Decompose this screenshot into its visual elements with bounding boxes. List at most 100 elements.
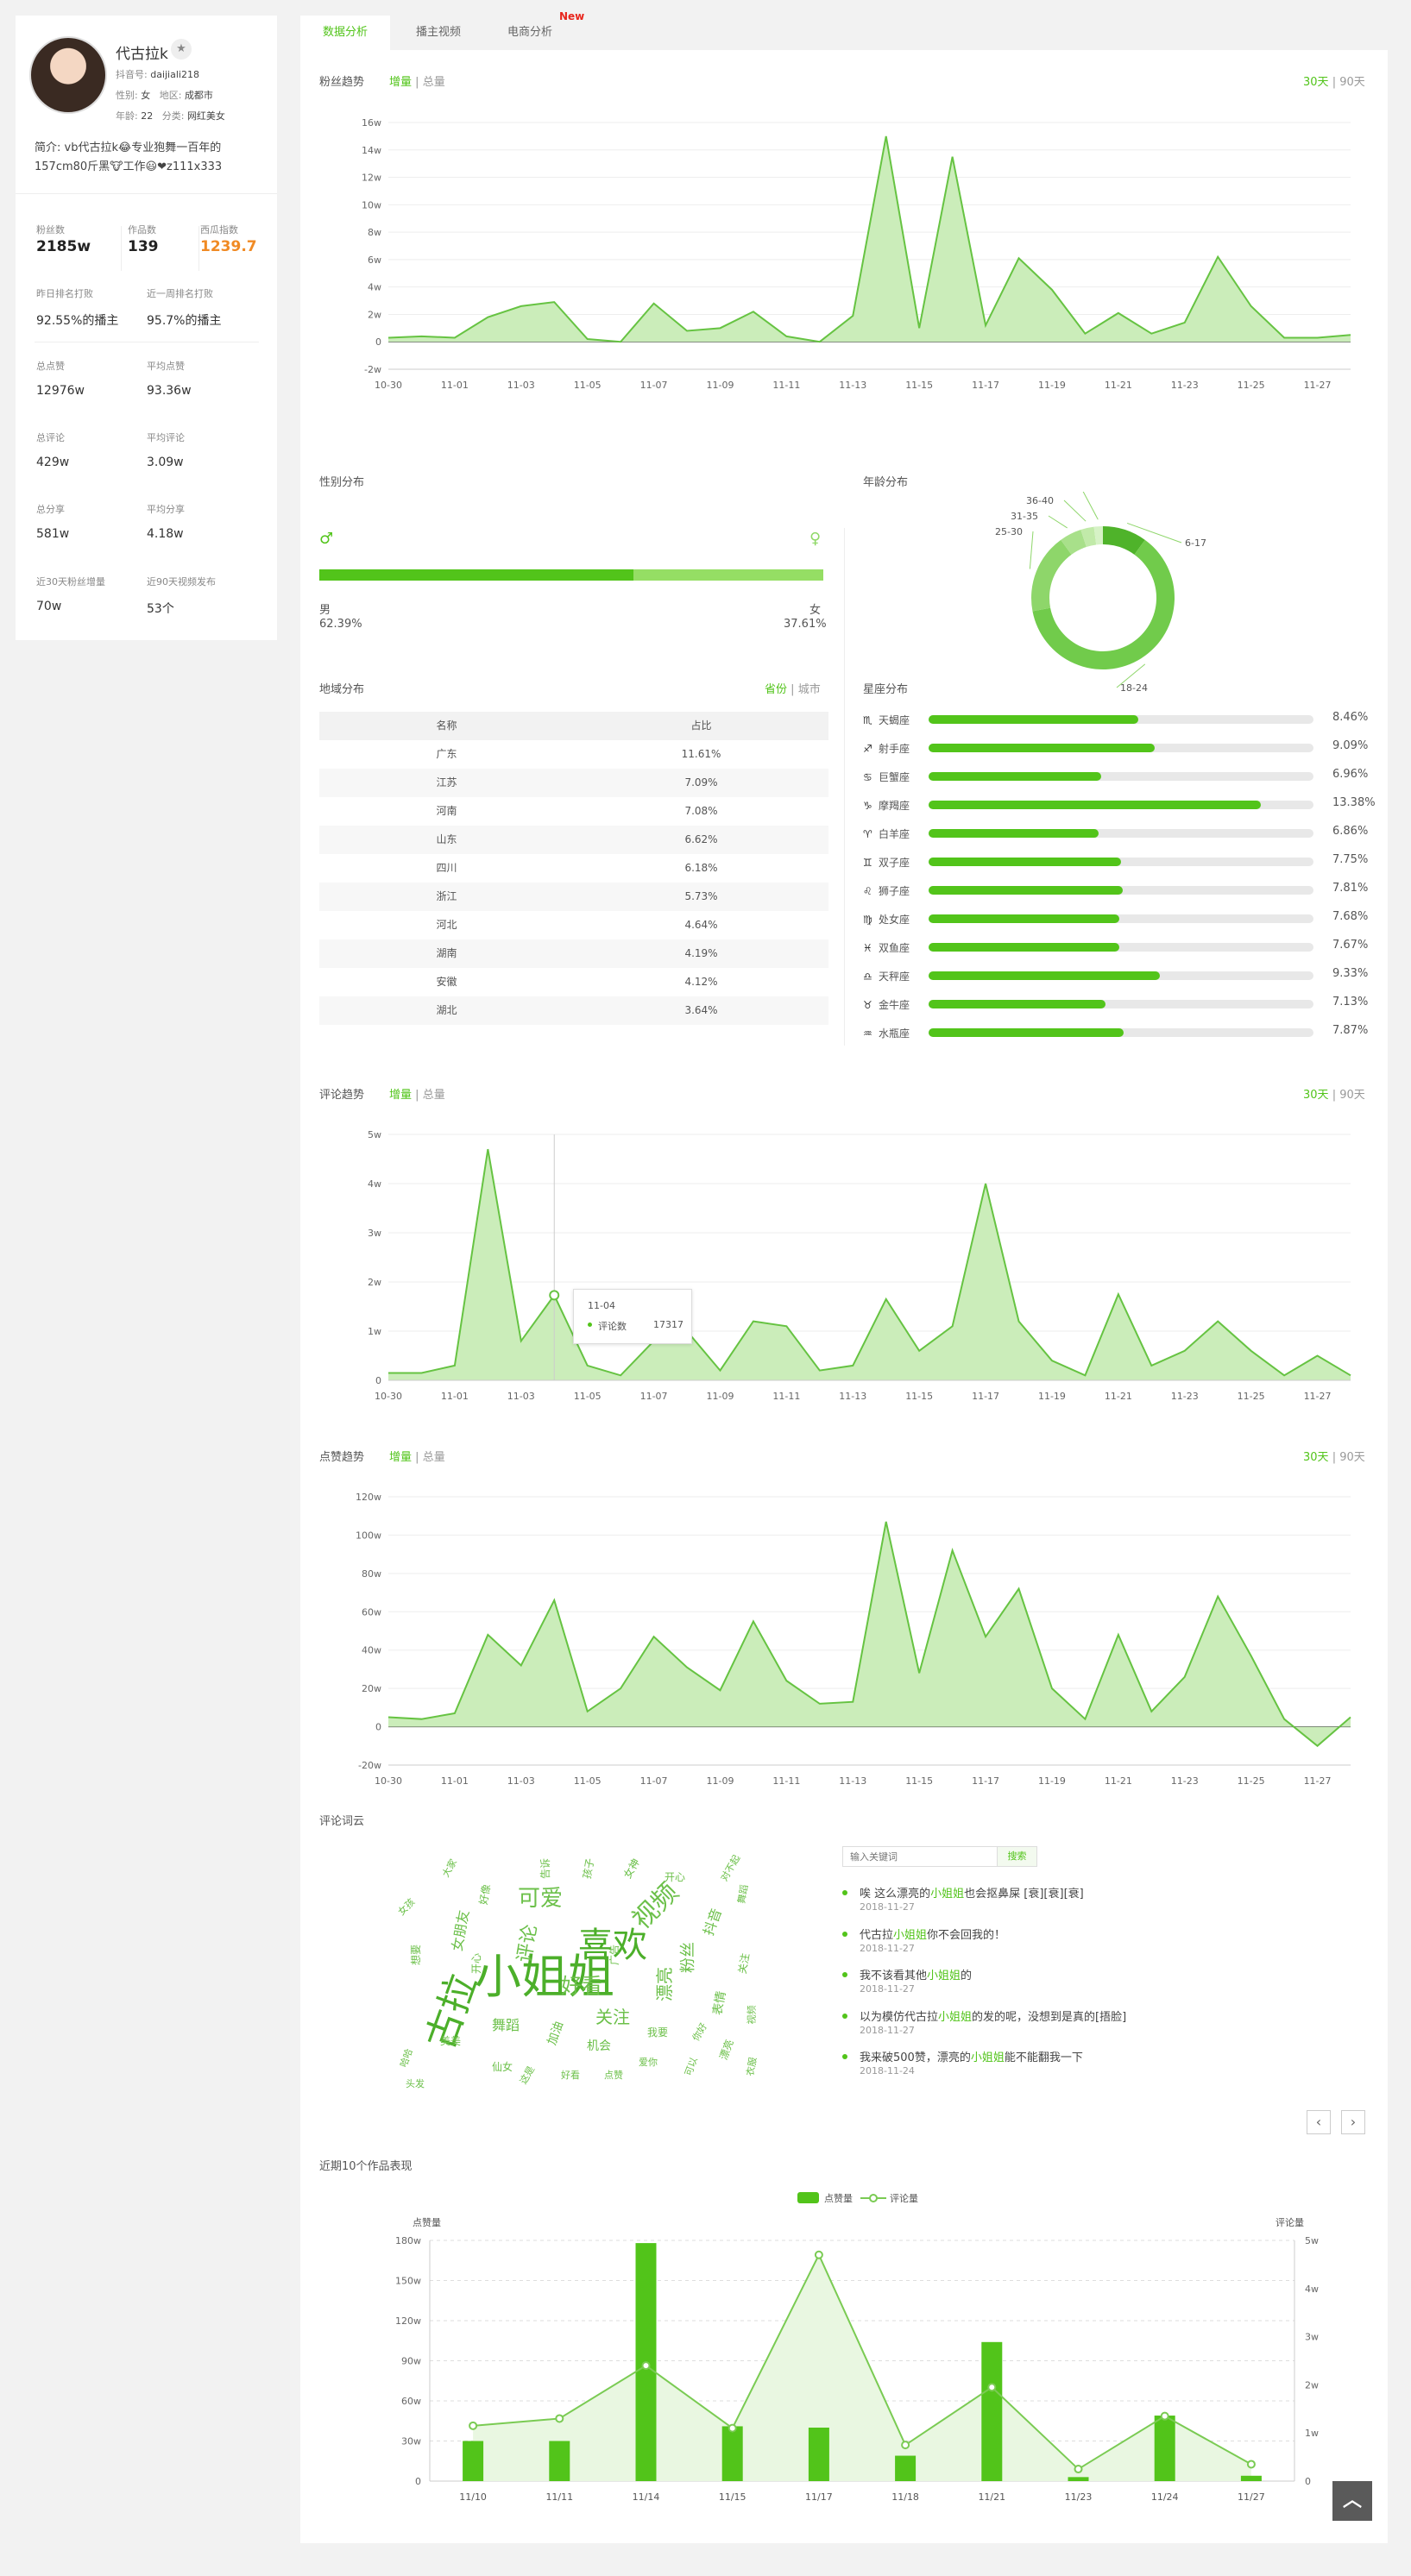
word-cloud-word: 好看 (561, 2070, 580, 2081)
comment-point[interactable] (469, 2421, 478, 2430)
comment-item: 唉 这么漂亮的小姐姐也会抠鼻屎 [衰][衰][衰] 2018-11-27 (842, 1884, 1205, 1919)
zodiac-name-cell: ♐ 射手座 (863, 741, 910, 756)
x-tick-label: 11-03 (507, 1391, 535, 1402)
comment-keyword: 小姐姐 (930, 1888, 965, 1901)
toggle-total[interactable]: 总量 (422, 1089, 445, 1102)
star-icon[interactable]: ★ (171, 39, 192, 60)
hover-point[interactable] (549, 1290, 560, 1301)
age-slice[interactable] (1061, 530, 1087, 555)
left-tick-label: 90w (401, 2356, 421, 2367)
word-cloud-word: 机会 (587, 2039, 611, 2053)
comment-point[interactable] (641, 2361, 651, 2371)
word-cloud-word: 好看 (561, 1974, 602, 1998)
x-tick-label: 11-25 (1238, 1775, 1265, 1786)
right-axis-title: 评论量 (1276, 2217, 1304, 2228)
like-bar[interactable] (1240, 2475, 1262, 2481)
toggle-30d[interactable]: 30天 (1303, 1451, 1329, 1464)
toggle-total[interactable]: 总量 (422, 1451, 445, 1464)
toggle-90d[interactable]: 90天 (1339, 1089, 1365, 1102)
bio: 简介: vb代古拉k😂专业狍舞一百年的 (35, 138, 221, 154)
next-page-button[interactable]: › (1341, 2110, 1365, 2134)
word-cloud-word: 告诉 (539, 1857, 552, 1880)
age-slice[interactable] (1093, 526, 1103, 545)
zodiac-icon: ♒ (863, 1027, 872, 1040)
tab-creator-videos[interactable]: 播主视频 (415, 26, 461, 39)
like-bar[interactable] (1068, 2477, 1089, 2481)
male-label: 男 (319, 604, 331, 617)
right-tick-label: 2w (1305, 2379, 1319, 2391)
like-bar[interactable] (895, 2455, 917, 2481)
toggle-increment[interactable]: 增量 (389, 1451, 413, 1464)
legend-comment-swatch[interactable] (860, 2190, 886, 2207)
y-tick-label: 1w (368, 1326, 381, 1337)
comment-search-button[interactable]: 搜索 (997, 1847, 1036, 1866)
prev-page-button[interactable]: ‹ (1307, 2110, 1331, 2134)
zodiac-bar-fill (929, 772, 1102, 781)
like-bar[interactable] (463, 2441, 484, 2482)
toggle-90d[interactable]: 90天 (1339, 76, 1365, 89)
x-tick-label: 11-03 (507, 1775, 535, 1786)
like-bar[interactable] (721, 2426, 743, 2481)
comment-text: 我来破500赞，漂亮的小姐姐能不能翻我一下 (860, 2048, 1083, 2064)
x-tick-label: 10-30 (375, 1391, 402, 1402)
category-value: 网红美女 (186, 110, 225, 122)
y-tick-label: 0 (375, 336, 381, 348)
age-slice[interactable] (1080, 526, 1097, 548)
legend-like-swatch[interactable] (797, 2192, 819, 2203)
comment-point[interactable] (814, 2250, 823, 2259)
table-row: 湖南 4.19% (319, 939, 828, 968)
toggle-total[interactable]: 总量 (422, 76, 445, 89)
tab-data-analysis[interactable]: 数据分析 (300, 16, 390, 50)
region-pct: 4.64% (684, 919, 718, 931)
comment-post: 的 (961, 1970, 973, 1982)
tooltip-date: 11-04 (588, 1300, 615, 1311)
toggle-province[interactable]: 省份 (765, 683, 788, 696)
avatar[interactable] (29, 36, 107, 114)
comment-search-input[interactable] (843, 1847, 998, 1866)
xigua-value: 1239.7 (200, 238, 257, 255)
toggle-90d[interactable]: 90天 (1339, 1451, 1365, 1464)
toggle-30d[interactable]: 30天 (1303, 1089, 1329, 1102)
toggle-city[interactable]: 城市 (797, 683, 821, 696)
region-table: 名称 占比 广东 11.61% 江苏 7.09% 河南 7.08% 山东 6.62% 四川 6.18%… (319, 712, 828, 1025)
comment-point[interactable] (555, 2414, 564, 2423)
x-tick-label: 10-30 (375, 380, 402, 391)
like-bar[interactable] (1154, 2416, 1175, 2481)
toggle-30d[interactable]: 30天 (1303, 76, 1329, 89)
comment-item: 代古拉小姐姐你不会回我的！ 2018-11-27 (842, 1926, 1205, 1960)
comment-keyword: 小姐姐 (927, 1970, 961, 1982)
y-tick-label: 4w (368, 282, 381, 293)
tab-ecommerce[interactable]: 电商分析 (507, 26, 552, 39)
comment-point[interactable] (1074, 2465, 1083, 2474)
region-name: 四川 (436, 862, 457, 874)
comment-point[interactable] (987, 2383, 997, 2392)
stat-value: 70w (36, 600, 62, 613)
fans-trend-title: 粉丝趋势 (319, 76, 365, 89)
comment-point[interactable] (728, 2423, 737, 2433)
y-tick-label: 20w (362, 1683, 381, 1694)
like-bar[interactable] (808, 2428, 829, 2481)
table-row: 安徽 4.12% (319, 968, 828, 996)
x-tick-label: 11-19 (1038, 1775, 1066, 1786)
comment-point[interactable] (1160, 2411, 1169, 2421)
like-bar[interactable] (981, 2341, 1003, 2481)
age-slice[interactable] (1103, 526, 1145, 555)
toggle-increment[interactable]: 增量 (389, 76, 413, 89)
zodiac-bar-track (929, 715, 1313, 724)
x-tick-label: 11-27 (1304, 1391, 1332, 1402)
bullet-dot (842, 1931, 847, 1937)
like-bar[interactable] (549, 2441, 570, 2482)
back-to-top-button[interactable]: ︿ (1332, 2481, 1372, 2521)
toggle-sep: | (1332, 1089, 1337, 1102)
list-item: ♒ 水瓶座 7.87% (863, 1019, 1372, 1047)
region-name: 湖南 (436, 947, 457, 959)
left-tick-label: 180w (395, 2235, 421, 2246)
y-tick-label: 16w (362, 117, 381, 129)
comment-point[interactable] (1246, 2460, 1256, 2469)
age-slice[interactable] (1031, 539, 1072, 612)
zodiac-bar-fill (929, 801, 1261, 809)
comment-point[interactable] (901, 2441, 910, 2450)
stat-value: 92.55%的播主 (36, 314, 119, 328)
toggle-increment[interactable]: 增量 (389, 1089, 413, 1102)
